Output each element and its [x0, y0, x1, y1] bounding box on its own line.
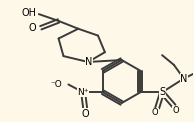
Text: N⁺: N⁺: [77, 88, 89, 97]
Text: S: S: [159, 87, 165, 97]
Text: O: O: [152, 108, 158, 117]
Text: N: N: [180, 74, 187, 84]
Text: ⁻O: ⁻O: [51, 80, 62, 89]
Text: N: N: [85, 57, 93, 67]
Text: OH: OH: [22, 8, 37, 18]
Text: O: O: [28, 23, 36, 33]
Text: O: O: [173, 106, 179, 115]
Text: O: O: [81, 109, 89, 119]
